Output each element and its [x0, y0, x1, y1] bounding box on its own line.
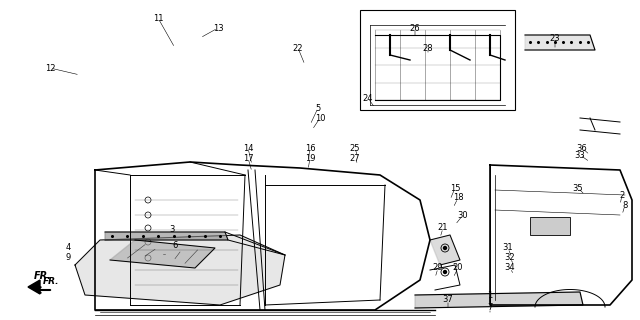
- Text: 8: 8: [622, 201, 628, 210]
- Text: 7: 7: [487, 303, 493, 313]
- Text: 32: 32: [505, 253, 515, 262]
- Polygon shape: [415, 292, 583, 308]
- Text: 33: 33: [575, 150, 586, 159]
- Text: 30: 30: [458, 211, 468, 220]
- Text: 21: 21: [438, 223, 448, 233]
- Text: FR.: FR.: [43, 277, 60, 286]
- Text: 23: 23: [550, 34, 560, 43]
- Bar: [360, 10, 515, 110]
- Text: 26: 26: [410, 23, 420, 33]
- Text: 17: 17: [243, 154, 253, 163]
- Text: 15: 15: [450, 183, 460, 193]
- Text: 11: 11: [153, 13, 163, 22]
- Text: 9: 9: [65, 253, 70, 262]
- Circle shape: [444, 270, 447, 274]
- Text: 37: 37: [443, 295, 453, 305]
- Text: 31: 31: [502, 244, 513, 252]
- Text: 6: 6: [172, 241, 178, 250]
- Polygon shape: [105, 232, 228, 240]
- Text: 2: 2: [620, 190, 625, 199]
- Text: 20: 20: [452, 263, 463, 273]
- Text: 34: 34: [505, 263, 515, 273]
- Text: 29: 29: [433, 263, 444, 273]
- Text: 22: 22: [292, 44, 303, 52]
- Text: 35: 35: [573, 183, 583, 193]
- Text: 24: 24: [363, 93, 373, 102]
- Text: 3: 3: [170, 226, 175, 235]
- Text: 1: 1: [488, 291, 493, 300]
- Polygon shape: [430, 235, 460, 265]
- Polygon shape: [525, 35, 595, 50]
- Bar: [530, 217, 570, 235]
- Text: 36: 36: [577, 143, 588, 153]
- Text: 16: 16: [305, 143, 316, 153]
- Polygon shape: [110, 240, 215, 268]
- Text: 27: 27: [349, 154, 360, 163]
- Text: 14: 14: [243, 143, 253, 153]
- Text: FR.: FR.: [34, 271, 52, 281]
- Text: 13: 13: [212, 23, 223, 33]
- Text: 10: 10: [315, 114, 325, 123]
- Text: 18: 18: [452, 194, 463, 203]
- Text: 5: 5: [316, 103, 321, 113]
- Text: 19: 19: [305, 154, 316, 163]
- Text: 12: 12: [45, 63, 55, 73]
- Polygon shape: [75, 235, 285, 305]
- Polygon shape: [28, 280, 40, 294]
- Text: 4: 4: [65, 244, 70, 252]
- Text: 28: 28: [422, 44, 433, 52]
- Text: 25: 25: [349, 143, 360, 153]
- Circle shape: [444, 246, 447, 250]
